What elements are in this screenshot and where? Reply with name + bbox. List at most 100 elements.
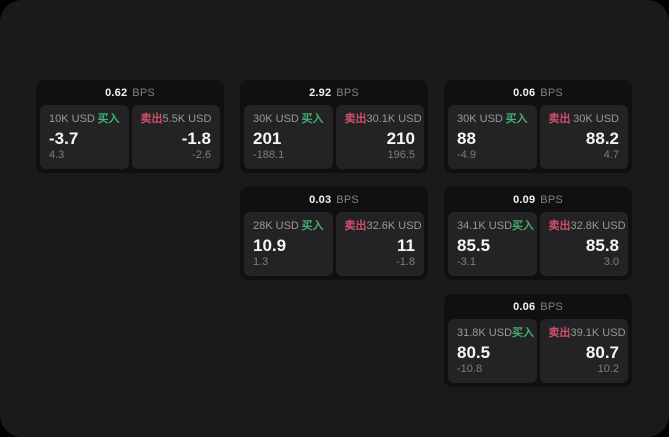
bps-suffix-label: BPS xyxy=(540,300,563,313)
buy-side-label: 买入 xyxy=(512,327,535,339)
sell-side-label: 卖出 xyxy=(548,327,571,339)
quote-card: 0.62 BPS 10K USD 买入 -3.7 4.3 卖出 5.5K USD xyxy=(36,80,224,173)
sell-side-label: 卖出 xyxy=(140,113,163,125)
sell-sub-value: 10.2 xyxy=(597,363,619,375)
buy-side-label: 买入 xyxy=(97,113,120,125)
sell-panel-top: 卖出 32.8K USD xyxy=(548,220,626,233)
buy-panel[interactable]: 34.1K USD 买入 85.5 -3.1 xyxy=(448,212,537,276)
sell-amount: 30.1K USD xyxy=(366,113,422,125)
buy-amount: 31.8K USD xyxy=(457,327,513,339)
buy-side-label: 买入 xyxy=(301,220,324,232)
buy-price: 80.5 xyxy=(457,343,491,362)
buy-panel-top: 10K USD 买入 xyxy=(49,113,120,126)
buy-amount: 30K USD xyxy=(253,113,299,125)
bps-value: 0.09 xyxy=(513,193,536,206)
sell-side-label: 卖出 xyxy=(344,220,367,232)
bps-value: 2.92 xyxy=(309,86,332,99)
card-header: 0.06 BPS xyxy=(448,80,628,105)
card-header: 2.92 BPS xyxy=(244,80,424,105)
sell-amount: 30K USD xyxy=(573,113,619,125)
buy-amount: 28K USD xyxy=(253,220,299,232)
buy-price: 85.5 xyxy=(457,236,491,255)
bps-suffix-label: BPS xyxy=(540,193,563,206)
sell-price: 210 xyxy=(386,129,415,148)
buy-price: 88 xyxy=(457,129,476,148)
buy-panel-top: 30K USD 买入 xyxy=(253,113,324,126)
quote-card: 0.06 BPS 31.8K USD 买入 80.5 -10.8 卖出 39.1… xyxy=(444,294,632,387)
bps-value: 0.62 xyxy=(105,86,128,99)
buy-sub-value: -10.8 xyxy=(457,363,483,375)
buy-price: 201 xyxy=(253,129,282,148)
card-header: 0.62 BPS xyxy=(40,80,220,105)
buy-panel-top: 34.1K USD 买入 xyxy=(457,220,534,233)
buy-sub-value: -188.1 xyxy=(253,149,285,161)
quote-card: 0.09 BPS 34.1K USD 买入 85.5 -3.1 卖出 32.8K… xyxy=(444,187,632,280)
sell-panel-top: 卖出 30K USD xyxy=(549,113,620,126)
panels: 30K USD 买入 201 -188.1 卖出 30.1K USD 210 1… xyxy=(244,105,424,169)
panels: 28K USD 买入 10.9 1.3 卖出 32.6K USD 11 -1.8 xyxy=(244,212,424,276)
buy-sub-value: -4.9 xyxy=(457,149,476,161)
sell-panel-top: 卖出 39.1K USD xyxy=(548,327,626,340)
sell-sub-value: 4.7 xyxy=(603,149,619,161)
sell-amount: 32.6K USD xyxy=(366,220,422,232)
sell-price: 85.8 xyxy=(585,236,619,255)
buy-price: -3.7 xyxy=(49,129,79,148)
panels: 10K USD 买入 -3.7 4.3 卖出 5.5K USD -1.8 -2.… xyxy=(40,105,220,169)
buy-sub-value: -3.1 xyxy=(457,256,476,268)
bps-suffix-label: BPS xyxy=(336,193,359,206)
panels: 31.8K USD 买入 80.5 -10.8 卖出 39.1K USD 80.… xyxy=(448,319,628,383)
buy-panel[interactable]: 28K USD 买入 10.9 1.3 xyxy=(244,212,333,276)
buy-panel[interactable]: 31.8K USD 买入 80.5 -10.8 xyxy=(448,319,537,383)
buy-price: 10.9 xyxy=(253,236,287,255)
bps-value: 0.06 xyxy=(513,86,536,99)
sell-sub-value: -2.6 xyxy=(192,149,211,161)
buy-panel-top: 31.8K USD 买入 xyxy=(457,327,534,340)
sell-panel[interactable]: 卖出 30.1K USD 210 196.5 xyxy=(335,105,424,169)
buy-panel[interactable]: 30K USD 买入 201 -188.1 xyxy=(244,105,333,169)
sell-panel[interactable]: 卖出 30K USD 88.2 4.7 xyxy=(539,105,628,169)
sell-sub-value: 196.5 xyxy=(387,149,415,161)
sell-panel-top: 卖出 30.1K USD xyxy=(345,113,422,126)
sell-panel[interactable]: 卖出 32.6K USD 11 -1.8 xyxy=(335,212,424,276)
sell-amount: 39.1K USD xyxy=(570,327,626,339)
sell-amount: 32.8K USD xyxy=(570,220,626,232)
bps-suffix-label: BPS xyxy=(336,86,359,99)
sell-price: 80.7 xyxy=(585,343,619,362)
sell-price: -1.8 xyxy=(181,129,211,148)
sell-sub-value: 3.0 xyxy=(603,256,619,268)
buy-side-label: 买入 xyxy=(505,113,528,125)
card-header: 0.09 BPS xyxy=(448,187,628,212)
sell-panel[interactable]: 卖出 39.1K USD 80.7 10.2 xyxy=(539,319,628,383)
buy-panel[interactable]: 10K USD 买入 -3.7 4.3 xyxy=(40,105,129,169)
bps-suffix-label: BPS xyxy=(132,86,155,99)
buy-panel[interactable]: 30K USD 买入 88 -4.9 xyxy=(448,105,537,169)
sell-panel[interactable]: 卖出 32.8K USD 85.8 3.0 xyxy=(539,212,628,276)
sell-panel-top: 卖出 32.6K USD xyxy=(344,220,422,233)
sell-price: 11 xyxy=(397,236,415,255)
bps-value: 0.06 xyxy=(513,300,536,313)
sell-price: 88.2 xyxy=(585,129,619,148)
sell-side-label: 卖出 xyxy=(548,113,571,125)
sell-side-label: 卖出 xyxy=(548,220,571,232)
quote-card-grid: 0.62 BPS 10K USD 买入 -3.7 4.3 卖出 5.5K USD xyxy=(36,80,632,387)
buy-side-label: 买入 xyxy=(301,113,324,125)
card-header: 0.06 BPS xyxy=(448,294,628,319)
panels: 34.1K USD 买入 85.5 -3.1 卖出 32.8K USD 85.8… xyxy=(448,212,628,276)
card-header: 0.03 BPS xyxy=(244,187,424,212)
sell-panel-top: 卖出 5.5K USD xyxy=(141,113,212,126)
panels: 30K USD 买入 88 -4.9 卖出 30K USD 88.2 4.7 xyxy=(448,105,628,169)
quote-card: 2.92 BPS 30K USD 买入 201 -188.1 卖出 30.1K … xyxy=(240,80,428,173)
buy-panel-top: 28K USD 买入 xyxy=(253,220,324,233)
buy-amount: 30K USD xyxy=(457,113,503,125)
bps-suffix-label: BPS xyxy=(540,86,563,99)
sell-sub-value: -1.8 xyxy=(396,256,415,268)
quote-card: 0.06 BPS 30K USD 买入 88 -4.9 卖出 30K USD xyxy=(444,80,632,173)
buy-panel-top: 30K USD 买入 xyxy=(457,113,528,126)
sell-panel[interactable]: 卖出 5.5K USD -1.8 -2.6 xyxy=(131,105,220,169)
quote-card: 0.03 BPS 28K USD 买入 10.9 1.3 卖出 32.6K US… xyxy=(240,187,428,280)
sell-amount: 5.5K USD xyxy=(162,113,212,125)
buy-amount: 10K USD xyxy=(49,113,95,125)
bps-value: 0.03 xyxy=(309,193,332,206)
buy-amount: 34.1K USD xyxy=(457,220,513,232)
